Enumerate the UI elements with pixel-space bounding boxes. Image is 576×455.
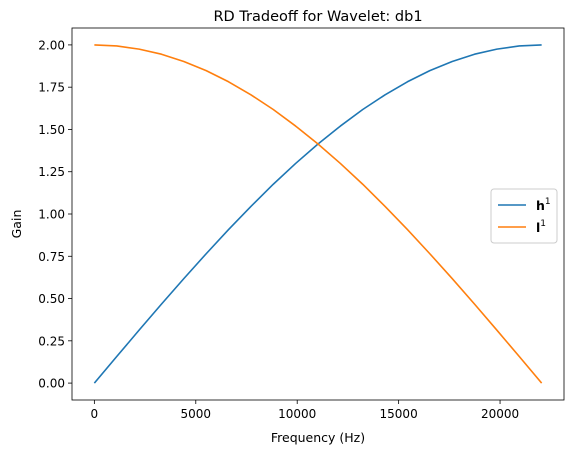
y-tick-label: 0.00 (38, 377, 65, 391)
x-tick-label: 10000 (278, 407, 316, 421)
chart-title: RD Tradeoff for Wavelet: db1 (213, 9, 422, 25)
y-tick-label: 0.75 (38, 250, 65, 264)
y-tick-label: 0.25 (38, 334, 65, 348)
x-tick-label: 15000 (380, 407, 418, 421)
x-axis-label: Frequency (Hz) (271, 430, 365, 445)
legend-label-text: h (536, 198, 545, 213)
y-tick-label: 2.00 (38, 38, 65, 52)
y-axis-label: Gain (9, 210, 24, 239)
y-tick-label: 1.25 (38, 165, 65, 179)
y-tick-label: 1.50 (38, 123, 65, 137)
y-tick-label: 1.75 (38, 81, 65, 95)
x-tick-label: 0 (91, 407, 99, 421)
x-tick-label: 5000 (181, 407, 212, 421)
legend-label-superscript: 1 (540, 219, 546, 229)
legend-label-superscript: 1 (545, 197, 551, 207)
x-tick-label: 20000 (481, 407, 519, 421)
y-tick-label: 1.00 (38, 208, 65, 222)
y-tick-label: 0.50 (38, 292, 65, 306)
